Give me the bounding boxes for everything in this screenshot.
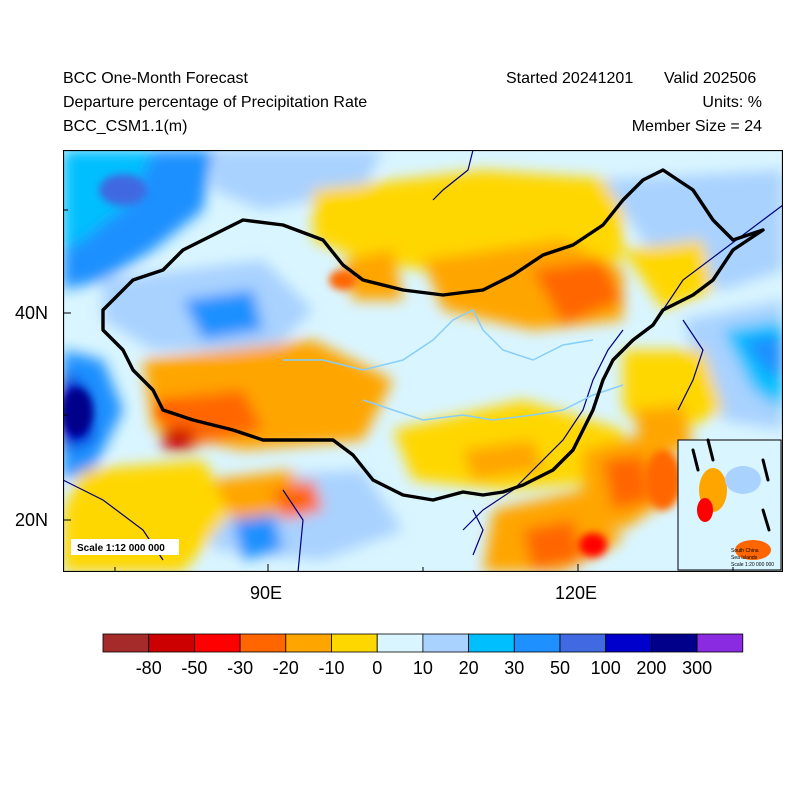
colorbar-label: 100 <box>591 658 621 678</box>
colorbar-swatch <box>651 633 698 653</box>
colorbar-label: 30 <box>504 658 524 678</box>
units-label: Units: % <box>702 94 762 111</box>
colorbar-swatch <box>148 633 195 653</box>
colorbar-swatch <box>102 633 150 653</box>
tick-marks <box>63 209 734 572</box>
colorbar-swatch <box>239 633 287 653</box>
colorbar-label: 300 <box>682 658 712 678</box>
colorbar-label: 20 <box>459 658 479 678</box>
colorbar-swatch <box>468 633 515 653</box>
model-label: BCC_CSM1.1(m) <box>63 118 188 135</box>
colorbar-label: -50 <box>181 658 207 678</box>
colorbar-swatch <box>422 633 469 653</box>
start-date-label: Started 20241201 <box>506 70 634 87</box>
precipitation-map: South China Sea Islands Scale 1:20 000 0… <box>63 150 783 572</box>
inset-title: South China <box>731 548 759 554</box>
colorbar-swatch <box>193 633 241 653</box>
colorbar-swatch <box>605 633 652 653</box>
scale-box <box>71 539 179 555</box>
member-size-label: Member Size = 24 <box>631 118 762 135</box>
map-panel: South China Sea Islands Scale 1:20 000 0… <box>63 150 783 572</box>
plot-subtitle: Departure percentage of Precipitation Ra… <box>63 94 368 111</box>
lon-label-120e: 120E <box>555 583 598 603</box>
colorbar-swatch <box>331 633 378 653</box>
lat-label-40n: 40N <box>15 303 49 323</box>
anomaly-detail <box>63 174 681 557</box>
colorbar-label: -80 <box>136 658 162 678</box>
south-china-sea-inset: South China Sea Islands Scale 1:20 000 0… <box>677 438 782 571</box>
colorbar-label: -30 <box>227 658 253 678</box>
plot-title: BCC One-Month Forecast <box>63 70 248 87</box>
colorbar-label: 50 <box>550 658 570 678</box>
colorbar-label: 10 <box>413 658 433 678</box>
colorbar-swatch <box>696 633 744 653</box>
inset-scale: Scale 1:20 000 000 <box>731 562 774 568</box>
colorbar-label: -10 <box>318 658 344 678</box>
colorbar-label: -20 <box>273 658 299 678</box>
colorbar-label: 0 <box>372 658 382 678</box>
colorbar-swatch <box>559 633 607 653</box>
rivers <box>283 308 624 421</box>
colorbar-label: 200 <box>636 658 666 678</box>
lon-label-90e: 90E <box>250 583 283 603</box>
lat-label-20n: 20N <box>15 510 49 530</box>
country-boundary <box>101 168 765 502</box>
scale-label: Scale 1:12 000 000 <box>77 543 165 554</box>
colorbar-swatch <box>285 633 332 653</box>
colorbar-swatch <box>513 633 561 653</box>
inset-subtitle: Sea Islands <box>731 555 758 561</box>
colorbar-swatch <box>376 633 424 653</box>
valid-date-label: Valid 202506 <box>664 70 757 87</box>
